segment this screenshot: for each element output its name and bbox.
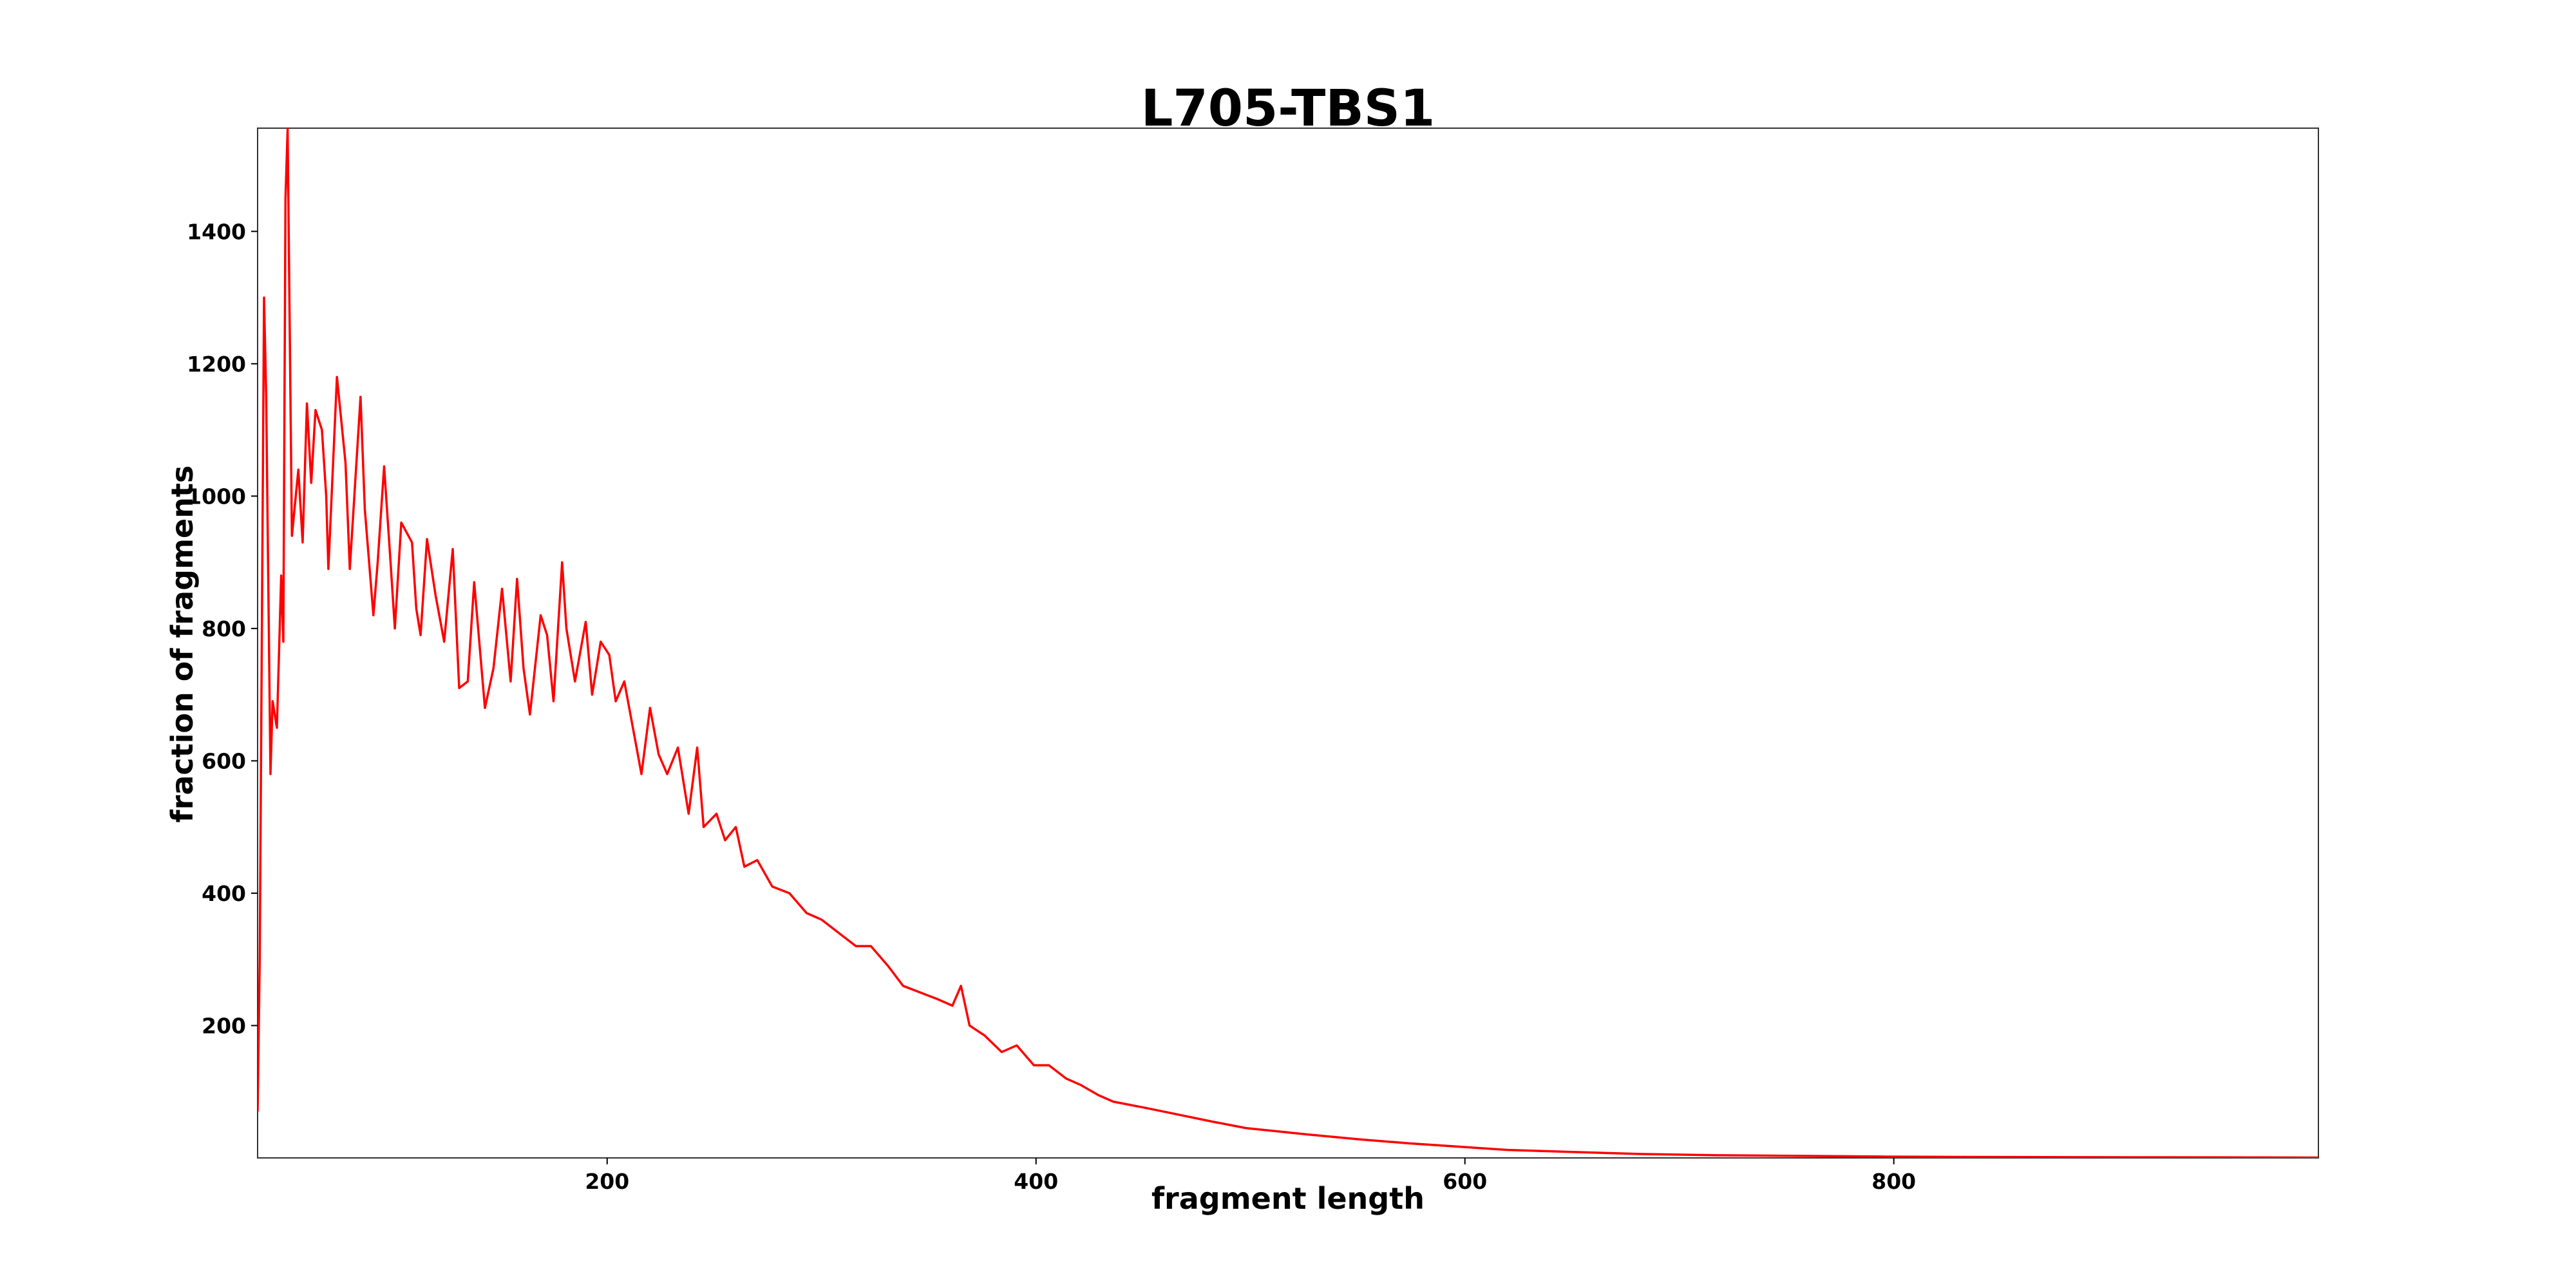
x-tick-label: 200 <box>585 1169 629 1194</box>
chart-title: L705-TBS1 <box>1141 80 1435 138</box>
x-tick-label: 600 <box>1443 1169 1487 1194</box>
plot-frame <box>257 128 2319 1159</box>
y-tick-label: 1400 <box>187 219 246 244</box>
y-axis-label: fraction of fragments <box>165 466 200 823</box>
y-tick-label: 1200 <box>187 352 246 377</box>
x-tick-label: 800 <box>1871 1169 1916 1194</box>
x-tick-label: 400 <box>1014 1169 1058 1194</box>
y-tick-label: 400 <box>202 881 246 906</box>
y-tick-label: 200 <box>202 1013 246 1038</box>
data-line <box>258 128 2318 1158</box>
y-tick-label: 800 <box>202 616 246 641</box>
x-axis-label: fragment length <box>1151 1181 1425 1216</box>
y-tick-label: 1000 <box>187 484 246 509</box>
y-tick-label: 600 <box>202 748 246 773</box>
